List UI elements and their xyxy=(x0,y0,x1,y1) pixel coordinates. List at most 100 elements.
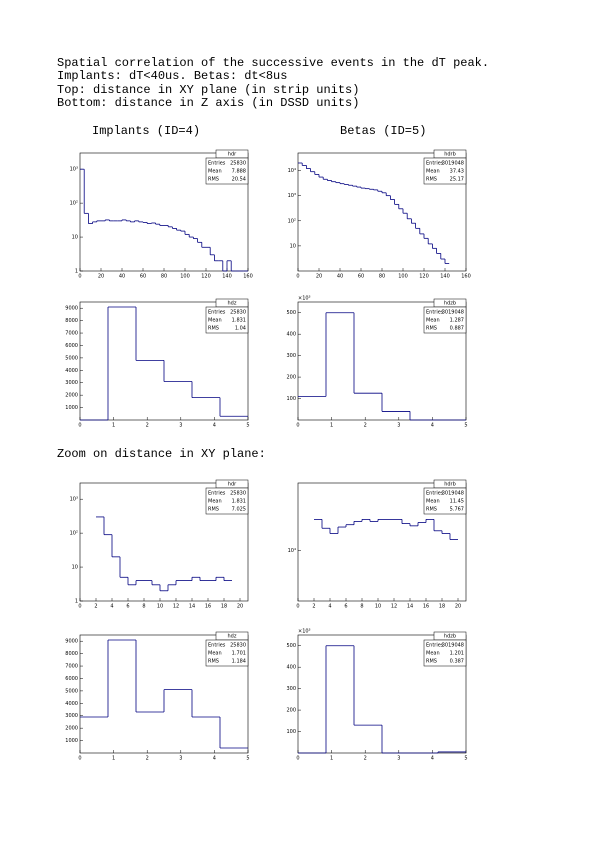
stats-value: 1.831 xyxy=(232,499,246,505)
x-tick-label: 0 xyxy=(78,274,81,280)
x-tick-label: 12 xyxy=(391,604,397,610)
plot-frame xyxy=(297,301,467,421)
x-tick-label: 20 xyxy=(316,274,322,280)
x-tick-label: 140 xyxy=(222,274,232,280)
stats-value: 1.287 xyxy=(450,318,464,324)
stats-label: RMS xyxy=(208,659,219,665)
stats-value: 7.025 xyxy=(232,507,246,513)
y-tick-label: 6000 xyxy=(65,676,78,682)
x-tick-label: 1 xyxy=(330,756,333,762)
stats-label: RMS xyxy=(208,507,219,513)
y-tick-label: 10³ xyxy=(70,167,78,173)
x-tick-label: 4 xyxy=(328,604,331,610)
x-tick-label: 2 xyxy=(312,604,315,610)
stats-title: hdr xyxy=(228,482,237,488)
stats-value: 1.04 xyxy=(235,326,246,332)
y-tick-label: 9000 xyxy=(65,639,78,645)
x-tick-label: 140 xyxy=(440,274,450,280)
y-tick-label: 400 xyxy=(286,665,296,671)
y-tick-label: 6000 xyxy=(65,343,78,349)
y-tick-label: 10² xyxy=(288,218,296,224)
stats-label: RMS xyxy=(426,326,437,332)
x-tick-label: 160 xyxy=(461,274,471,280)
stats-title: hdrb xyxy=(444,152,456,158)
x-tick-label: 80 xyxy=(161,274,167,280)
stats-title: hdr xyxy=(228,152,237,158)
stats-value: 37.43 xyxy=(450,169,464,175)
x-tick-label: 1 xyxy=(112,756,115,762)
stats-label: Entries xyxy=(426,491,444,497)
y-tick-label: 2000 xyxy=(65,393,78,399)
stats-value: 1.831 xyxy=(232,318,246,324)
stats-value: 5.767 xyxy=(450,507,464,513)
plot-frame xyxy=(79,634,249,754)
y-tick-label: 200 xyxy=(286,375,296,381)
stats-label: Entries xyxy=(426,310,444,316)
stats-box xyxy=(205,639,249,667)
y-tick-label: 1000 xyxy=(65,405,78,411)
plot-frame xyxy=(79,301,249,421)
stats-label: RMS xyxy=(426,507,437,513)
x-tick-label: 18 xyxy=(439,604,445,610)
y-tick-label: 10³ xyxy=(288,193,296,199)
y-tick-label: 1 xyxy=(75,269,78,275)
x-tick-label: 5 xyxy=(464,756,467,762)
y-tick-label: 300 xyxy=(286,353,296,359)
stats-box xyxy=(205,306,249,334)
y-tick-label: 3000 xyxy=(65,380,78,386)
x-tick-label: 2 xyxy=(364,756,367,762)
x-tick-label: 6 xyxy=(126,604,129,610)
column-header: Betas (ID=5) xyxy=(340,124,426,138)
y-multiplier: ×10³ xyxy=(298,629,311,635)
x-tick-label: 8 xyxy=(360,604,363,610)
stats-value: 20.54 xyxy=(232,177,246,183)
x-tick-label: 1 xyxy=(112,423,115,429)
x-tick-label: 160 xyxy=(243,274,253,280)
x-tick-label: 1 xyxy=(330,423,333,429)
stats-box xyxy=(423,639,467,667)
y-tick-label: 10 xyxy=(290,243,296,249)
y-tick-label: 10⁴ xyxy=(288,168,296,174)
x-tick-label: 100 xyxy=(398,274,408,280)
x-tick-label: 0 xyxy=(296,604,299,610)
x-tick-label: 20 xyxy=(98,274,104,280)
stats-title: hdrb xyxy=(444,482,456,488)
x-tick-label: 6 xyxy=(344,604,347,610)
x-tick-label: 4 xyxy=(110,604,113,610)
doc-line: Spatial correlation of the successive ev… xyxy=(57,56,489,70)
x-tick-label: 18 xyxy=(221,604,227,610)
x-tick-label: 10 xyxy=(157,604,163,610)
stats-value: 25830 xyxy=(230,643,246,649)
x-tick-label: 120 xyxy=(419,274,429,280)
x-tick-label: 0 xyxy=(78,604,81,610)
x-tick-label: 4 xyxy=(213,423,216,429)
y-tick-label: 4000 xyxy=(65,368,78,374)
column-header: Implants (ID=4) xyxy=(92,124,200,138)
y-tick-label: 8000 xyxy=(65,651,78,657)
stats-box xyxy=(205,487,249,515)
y-tick-label: 5000 xyxy=(65,355,78,361)
x-tick-label: 60 xyxy=(140,274,146,280)
y-tick-label: 500 xyxy=(286,310,296,316)
stats-box xyxy=(205,157,249,185)
x-tick-label: 0 xyxy=(78,423,81,429)
x-tick-label: 10 xyxy=(375,604,381,610)
stats-value: 1.184 xyxy=(232,659,246,665)
x-tick-label: 80 xyxy=(379,274,385,280)
stats-label: RMS xyxy=(208,177,219,183)
stats-label: Entries xyxy=(208,310,226,316)
y-tick-label: 10² xyxy=(70,201,78,207)
y-tick-label: 7000 xyxy=(65,331,78,337)
stats-value: 11.45 xyxy=(450,499,464,505)
x-tick-label: 5 xyxy=(464,423,467,429)
x-tick-label: 60 xyxy=(358,274,364,280)
stats-value: 1.201 xyxy=(450,651,464,657)
stats-box xyxy=(423,306,467,334)
y-tick-label: 1 xyxy=(75,599,78,605)
x-tick-label: 0 xyxy=(296,423,299,429)
x-tick-label: 5 xyxy=(246,756,249,762)
x-tick-label: 2 xyxy=(94,604,97,610)
x-tick-label: 14 xyxy=(189,604,195,610)
